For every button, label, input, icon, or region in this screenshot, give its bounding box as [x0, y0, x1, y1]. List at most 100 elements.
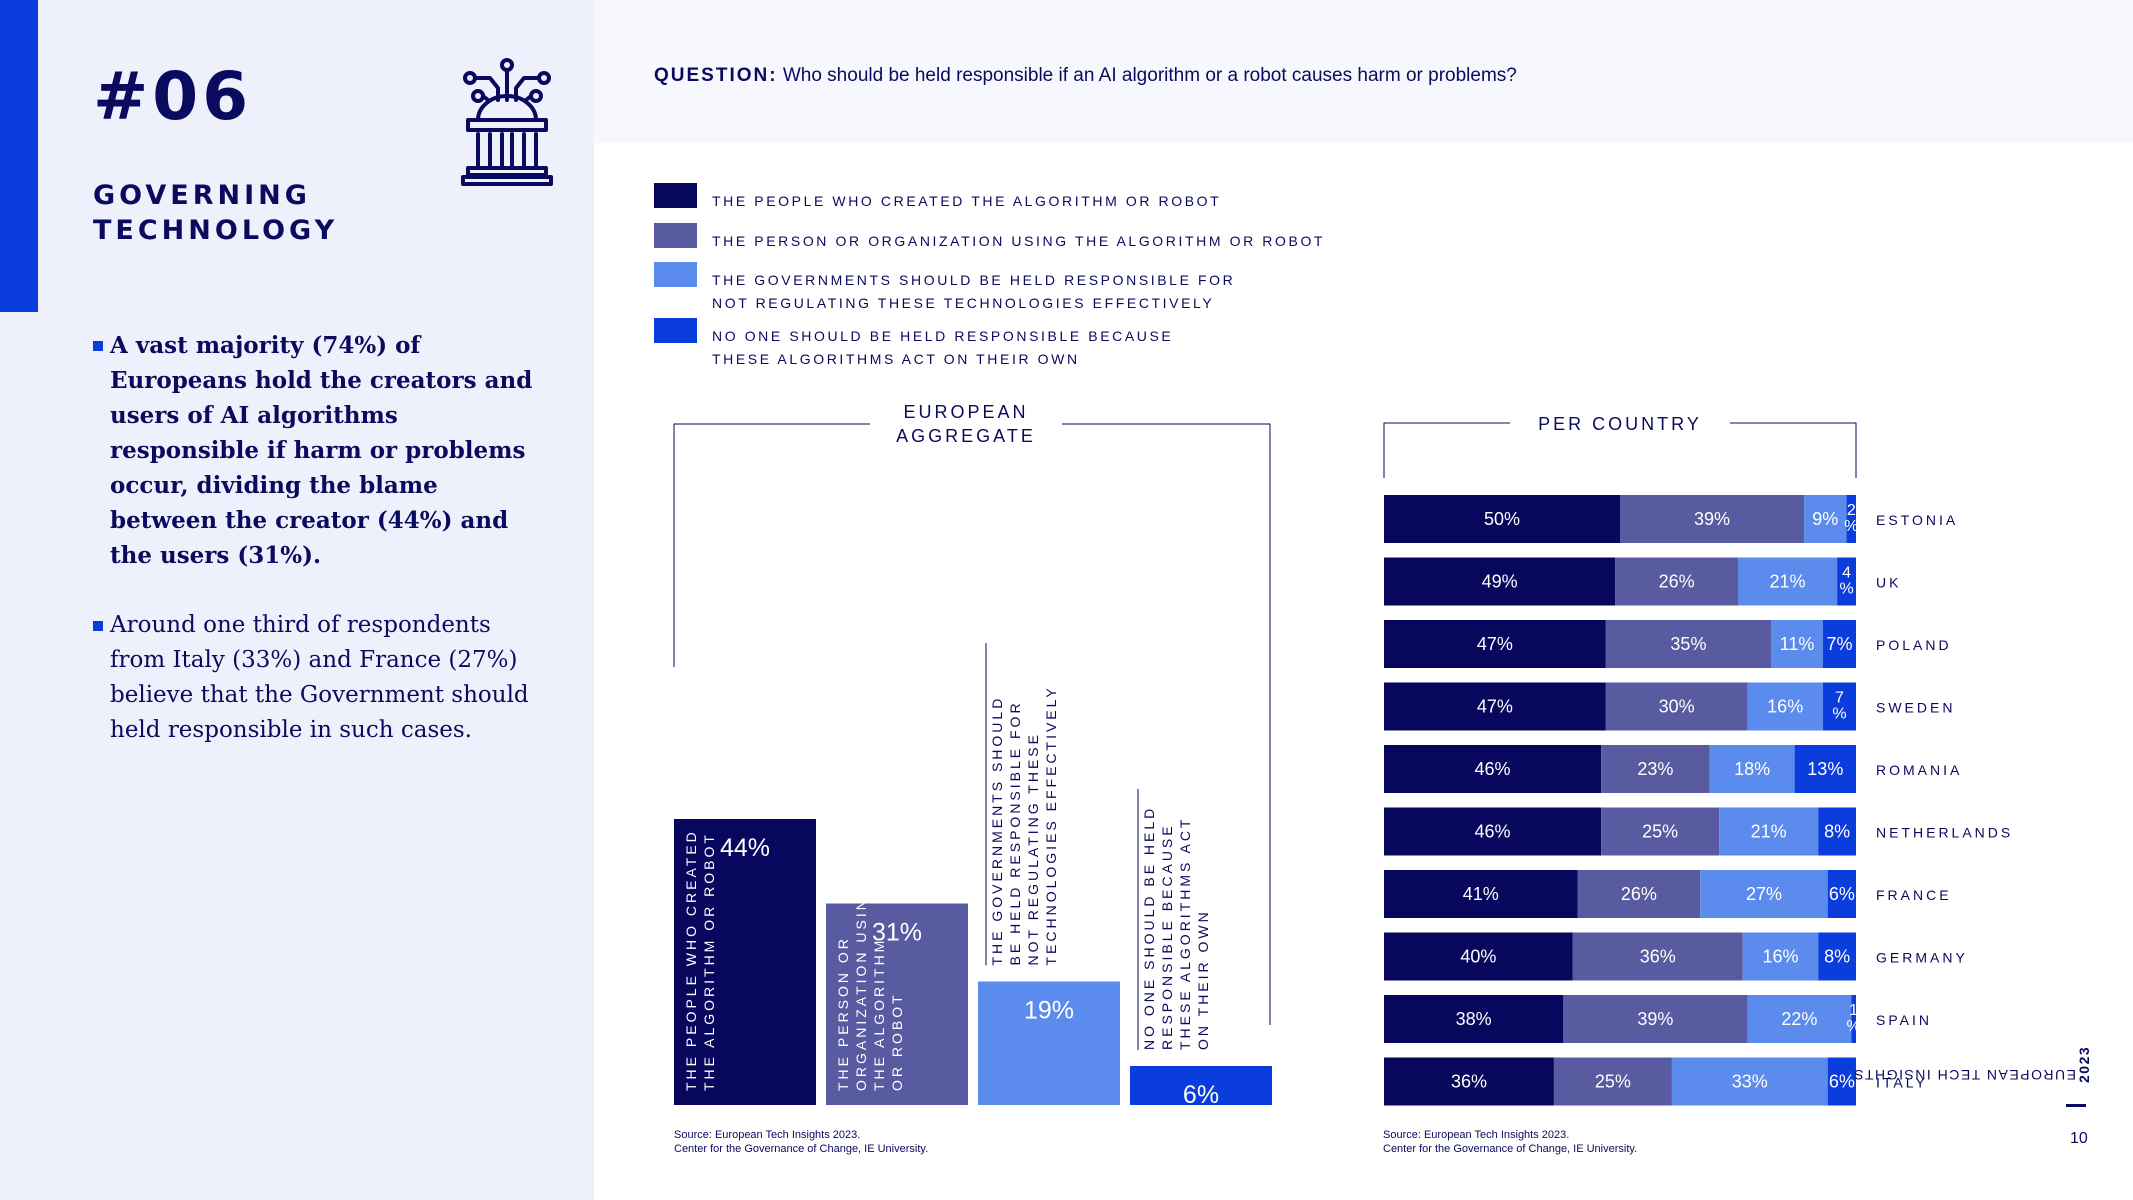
country-bar-segment [1384, 870, 1578, 918]
question-text: Who should be held responsible if an AI … [777, 65, 1517, 86]
aggregate-category-line: THE GOVERNMENTS SHOULD [989, 696, 1005, 966]
aggregate-category-label: THE PERSON OR ORGANIZATION USING THE ALGOR… [835, 883, 905, 1091]
country-segment-label: 16% [1767, 697, 1803, 717]
country-bar-segment [1794, 745, 1856, 793]
aggregate-category-line: BE HELD RESPONSIBLE FOR [1007, 700, 1023, 965]
country-segment-label: % [1844, 518, 1858, 535]
country-label: UK [1876, 575, 1901, 591]
country-segment-label: 49% [1482, 572, 1518, 592]
country-bar-segment [1577, 870, 1701, 918]
country-bar-segment [1671, 1057, 1828, 1106]
country-label: ROMANIA [1876, 762, 1962, 778]
side-label-year: 2023 [2076, 1045, 2092, 1083]
aggregate-category-line: TECHNOLOGIES EFFECTIVELY [1043, 685, 1059, 965]
country-label: ESTONIA [1876, 512, 1958, 528]
country-segment-label: 16% [1762, 947, 1798, 967]
country-segment-label: 6% [1829, 884, 1855, 904]
country-bar-segment [1822, 682, 1856, 731]
aggregate-source: Source: European Tech Insights 2023. Cen… [674, 1129, 929, 1155]
country-label: NETHERLANDS [1876, 825, 2013, 841]
page-number: 10 [2070, 1130, 2088, 1147]
country-segment-label: 8% [1824, 947, 1850, 967]
country-segment-label: 6% [1829, 1072, 1855, 1092]
accent-bar [0, 0, 38, 312]
aggregate-category-label: THE GOVERNMENTS SHOULD BE HELD RESPONSIBL… [989, 685, 1059, 965]
aggregate-category-line: ORGANIZATION USING [853, 883, 869, 1091]
country-bar-segment [1719, 807, 1819, 856]
side-label-divider [2066, 1104, 2086, 1107]
legend-swatch [654, 318, 697, 343]
country-bar-segment [1563, 995, 1748, 1043]
country-bar-segment [1709, 745, 1795, 793]
country-label: FRANCE [1876, 887, 1952, 903]
aggregate-category-line: ON THEIR OWN [1195, 909, 1211, 1050]
aggregate-category-line: RESPONSIBLE BECAUSE [1159, 823, 1175, 1050]
aggregate-bar [978, 981, 1120, 1105]
country-segment-label: 1 [1849, 1002, 1858, 1019]
country-bar-segment [1384, 745, 1602, 793]
country-segment-label: 36% [1640, 947, 1676, 967]
country-label: GERMANY [1876, 950, 1968, 966]
country-bar-segment [1605, 620, 1772, 668]
country-bar-segment [1384, 932, 1573, 981]
country-segment-label: 25% [1595, 1072, 1631, 1092]
country-segment-label: 33% [1732, 1072, 1768, 1092]
country-segment-label: 21% [1751, 822, 1787, 842]
country-segment-label: 38% [1456, 1009, 1492, 1029]
country-stacked-bar-chart: 50% 39% 9% 2% ESTONIA 49% 26% 21% 4% UK 47% 35% 11% 7… [1383, 422, 2013, 1106]
aggregate-category-line: THESE ALGORITHMS ACT [1177, 817, 1193, 1050]
section-number: #06 [93, 58, 253, 135]
question: QUESTION: Who should be held responsible… [654, 65, 1517, 87]
country-bracket [1383, 422, 1857, 478]
country-segment-label: 13% [1807, 759, 1843, 779]
country-segment-label: 23% [1637, 759, 1673, 779]
country-segment-label: 7% [1826, 634, 1852, 654]
governance-building-circuit-icon [461, 58, 553, 186]
side-label-text: EUROPEAN TECH INSIGHTS [1852, 1067, 2076, 1083]
country-label: SPAIN [1876, 1012, 1932, 1028]
aggregate-bar [674, 819, 816, 1105]
country-segment-label: 18% [1734, 759, 1770, 779]
country-segment-label: 40% [1460, 947, 1496, 967]
country-segment-label: 26% [1659, 572, 1695, 592]
country-bar-segment [1742, 932, 1819, 981]
aggregate-bar [826, 903, 968, 1105]
country-bar-segment [1601, 807, 1720, 856]
aggregate-bar [1130, 1066, 1272, 1105]
country-bar-segment [1851, 995, 1856, 1043]
bullet-list: A vast majority (74%) of Europeans hold … [93, 328, 533, 783]
question-label: QUESTION: [654, 65, 778, 86]
legend-label: THE GOVERNMENTS SHOULD BE HELD RESPONSIB… [712, 272, 1236, 311]
country-bar-segment [1747, 682, 1823, 731]
country-segment-label: 46% [1475, 822, 1511, 842]
country-source: Source: European Tech Insights 2023. Cen… [1383, 1129, 1638, 1155]
bullet-item: Around one third of respondents from Ita… [93, 608, 533, 748]
country-segment-label: 4 [1842, 565, 1851, 582]
aggregate-value-label: 6% [1183, 1081, 1219, 1109]
country-segment-label: 21% [1770, 572, 1806, 592]
country-bar-segment [1700, 870, 1828, 918]
aggregate-category-label: NO ONE SHOULD BE HELD RESPONSIBLE BECAUSE… [1141, 806, 1211, 1050]
country-segment-label: 11% [1780, 634, 1815, 654]
country-segment-label: 8% [1824, 822, 1850, 842]
country-bar-segment [1738, 557, 1838, 606]
aggregate-category-line: NOT REGULATING THESE [1025, 732, 1041, 965]
question-band [594, 0, 2133, 143]
bullet-item: A vast majority (74%) of Europeans hold … [93, 328, 533, 573]
aggregate-category-line: THE ALGORITHM OR ROBOT [701, 832, 717, 1091]
country-segment-label: % [1847, 1018, 1861, 1035]
country-bar-segment [1601, 745, 1710, 793]
country-segment-label: % [1839, 581, 1853, 598]
legend-label: NO ONE SHOULD BE HELD RESPONSIBLE BECAUS… [712, 328, 1174, 367]
country-segment-label: 39% [1637, 1009, 1673, 1029]
country-bar-segment [1771, 620, 1823, 668]
country-bar-segment [1818, 807, 1856, 856]
country-bar-segment [1827, 870, 1856, 918]
country-bar-segment [1837, 557, 1856, 606]
aggregate-bar-chart: 44%THE PEOPLE WHO CREATED THE ALGORITHM O… [673, 423, 1272, 1109]
country-segment-label: 39% [1694, 509, 1730, 529]
country-segment-label: 2 [1847, 502, 1856, 519]
country-bar-segment [1384, 557, 1616, 606]
aggregate-category-line: THE ALGORITHM [871, 938, 887, 1091]
aggregate-category-line: THE PERSON OR [835, 936, 851, 1091]
